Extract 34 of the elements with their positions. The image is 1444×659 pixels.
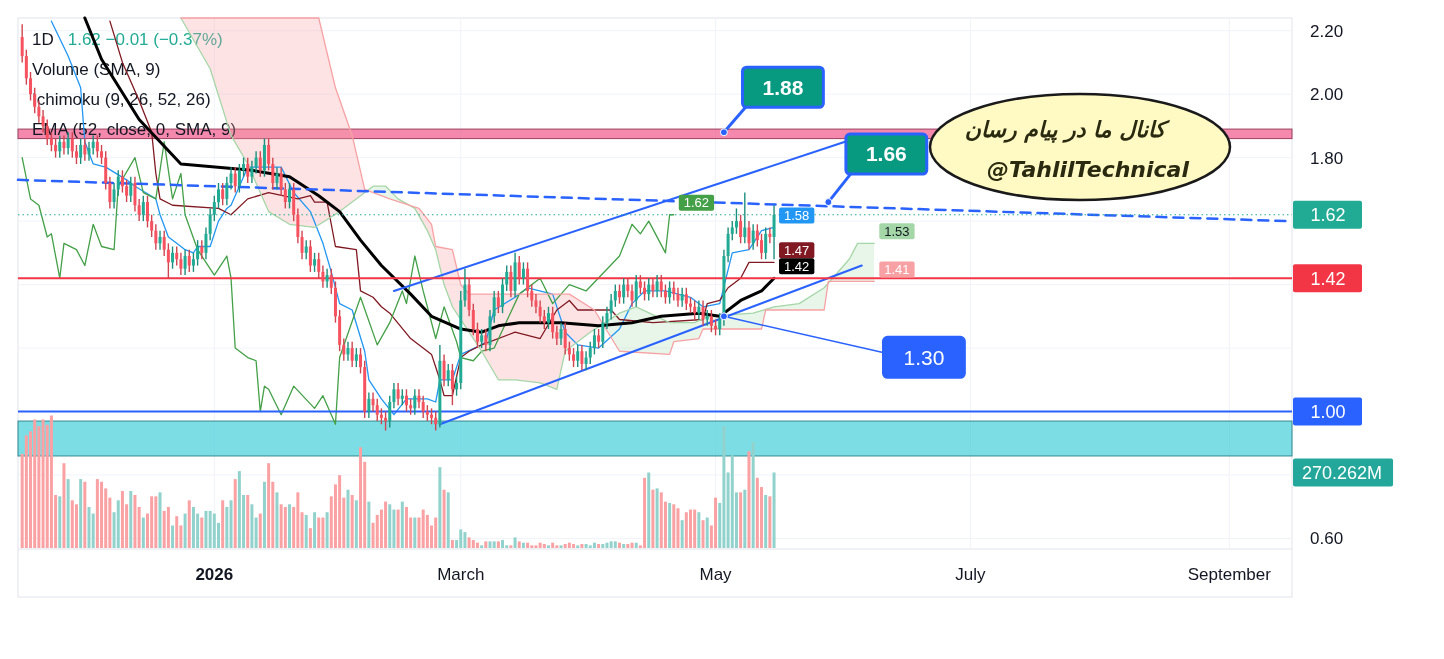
annotation: @TahlilTechnical [987, 157, 1190, 182]
x-tick-label: July [955, 565, 986, 584]
x-tick-label: September [1187, 565, 1272, 584]
annotation: 1.30 [903, 345, 945, 369]
y-tick-label: 1.80 [1310, 148, 1344, 168]
annotation: 1.88 [762, 75, 804, 99]
x-tick-label: May [699, 565, 733, 584]
annotation: 1.66 [865, 142, 907, 166]
price-tag: 270.262M [1293, 458, 1394, 487]
line-end-tag: 1.42 [779, 258, 815, 275]
data-label: 1.58 [784, 208, 810, 224]
line-end-tag: 1.41 [879, 261, 915, 278]
ref-line-label: 1.42 [1310, 268, 1346, 289]
data-label: 1.62 [683, 195, 710, 211]
annotation: کانال ما در پیام رسان [964, 117, 1171, 143]
price-tag: 1.42 [1293, 264, 1362, 293]
price-tag: 1.00 [1293, 397, 1362, 426]
data-label: 1.42 [784, 258, 810, 274]
x-tick-label: March [437, 565, 485, 584]
data-label: 1.47 [784, 242, 810, 258]
data-label: 1.53 [884, 223, 910, 239]
line-end-tag: 1.62 [678, 194, 715, 211]
text: 1D [32, 30, 54, 49]
x-tick-label: 2026 [195, 565, 234, 584]
line-end-tag: 1.47 [779, 242, 815, 259]
ref-line-label: 1.00 [1310, 401, 1346, 422]
ref-line-label: 1.62 [1310, 205, 1346, 226]
y-tick-label: 2.20 [1310, 21, 1344, 41]
data-label: 1.41 [884, 261, 910, 277]
line-end-tag: 1.58 [779, 207, 815, 224]
price-tag: 1.62 [1293, 200, 1362, 229]
line-end-tag: 1.53 [879, 223, 915, 240]
y-tick-label: 2.00 [1310, 85, 1344, 105]
y-tick-label: 0.60 [1310, 529, 1344, 549]
